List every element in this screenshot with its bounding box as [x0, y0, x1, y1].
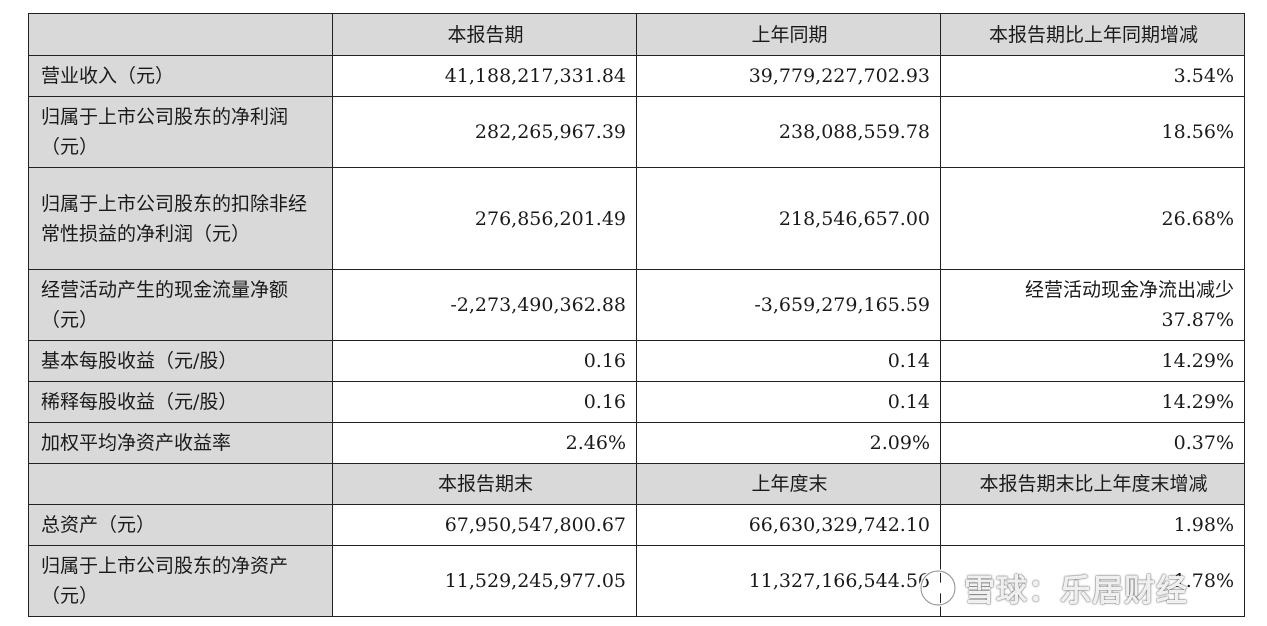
- value-prior-year-end: 66,630,329,742.10: [636, 504, 941, 546]
- table-subheader-row: 本报告期末 上年度末 本报告期末比上年度末增减: [28, 463, 1245, 505]
- value-period-end: 11,529,245,977.05: [332, 545, 637, 617]
- value-current: 0.16: [332, 381, 637, 423]
- value-prior-year-end: 11,327,166,544.56: [636, 545, 941, 617]
- value-change: 14.29%: [940, 381, 1245, 423]
- row-label: 归属于上市公司股东的净资产（元）: [28, 545, 333, 617]
- row-label: 营业收入（元）: [28, 55, 333, 97]
- table-row: 营业收入（元） 41,188,217,331.84 39,779,227,702…: [28, 55, 1245, 97]
- value-change: 14.29%: [940, 340, 1245, 382]
- table-row: 归属于上市公司股东的扣除非经常性损益的净利润（元） 276,856,201.49…: [28, 167, 1245, 270]
- row-label: 总资产（元）: [28, 504, 333, 546]
- header-cell: 本报告期末比上年度末增减: [940, 463, 1245, 505]
- header-cell: 上年同期: [636, 13, 941, 56]
- value-change: 18.56%: [940, 96, 1245, 168]
- table-row: 总资产（元） 67,950,547,800.67 66,630,329,742.…: [28, 504, 1245, 546]
- table-row: 基本每股收益（元/股） 0.16 0.14 14.29%: [28, 340, 1245, 382]
- row-label: 归属于上市公司股东的净利润（元）: [28, 96, 333, 168]
- value-current: 276,856,201.49: [332, 167, 637, 270]
- value-change: 3.54%: [940, 55, 1245, 97]
- value-prior: 2.09%: [636, 422, 941, 464]
- header-cell: 本报告期末: [332, 463, 637, 505]
- value-prior: 39,779,227,702.93: [636, 55, 941, 97]
- header-cell: 本报告期: [332, 13, 637, 56]
- value-prior: -3,659,279,165.59: [636, 269, 941, 341]
- value-change: 26.68%: [940, 167, 1245, 270]
- value-period-end: 67,950,547,800.67: [332, 504, 637, 546]
- value-change: 1.78%: [940, 545, 1245, 617]
- table-row: 归属于上市公司股东的净资产（元） 11,529,245,977.05 11,32…: [28, 545, 1245, 617]
- value-prior: 218,546,657.00: [636, 167, 941, 270]
- table-row: 加权平均净资产收益率 2.46% 2.09% 0.37%: [28, 422, 1245, 464]
- value-change-note: 经营活动现金净流出减少 37.87%: [940, 269, 1245, 341]
- table-row: 稀释每股收益（元/股） 0.16 0.14 14.29%: [28, 381, 1245, 423]
- header-cell: [28, 463, 333, 505]
- financial-summary-table: 本报告期 上年同期 本报告期比上年同期增减 营业收入（元） 41,188,217…: [28, 13, 1245, 617]
- value-prior: 238,088,559.78: [636, 96, 941, 168]
- value-prior: 0.14: [636, 340, 941, 382]
- value-change: 1.98%: [940, 504, 1245, 546]
- table-row: 归属于上市公司股东的净利润（元） 282,265,967.39 238,088,…: [28, 96, 1245, 168]
- header-cell: 上年度末: [636, 463, 941, 505]
- table-row: 经营活动产生的现金流量净额（元） -2,273,490,362.88 -3,65…: [28, 269, 1245, 341]
- value-change: 0.37%: [940, 422, 1245, 464]
- table-header-row: 本报告期 上年同期 本报告期比上年同期增减: [28, 13, 1245, 56]
- row-label: 稀释每股收益（元/股）: [28, 381, 333, 423]
- header-cell: [28, 13, 333, 56]
- row-label: 加权平均净资产收益率: [28, 422, 333, 464]
- value-current: -2,273,490,362.88: [332, 269, 637, 341]
- value-current: 0.16: [332, 340, 637, 382]
- row-label: 归属于上市公司股东的扣除非经常性损益的净利润（元）: [28, 167, 333, 270]
- header-cell: 本报告期比上年同期增减: [940, 13, 1245, 56]
- value-prior: 0.14: [636, 381, 941, 423]
- value-current: 41,188,217,331.84: [332, 55, 637, 97]
- value-current: 282,265,967.39: [332, 96, 637, 168]
- row-label: 经营活动产生的现金流量净额（元）: [28, 269, 333, 341]
- row-label: 基本每股收益（元/股）: [28, 340, 333, 382]
- value-current: 2.46%: [332, 422, 637, 464]
